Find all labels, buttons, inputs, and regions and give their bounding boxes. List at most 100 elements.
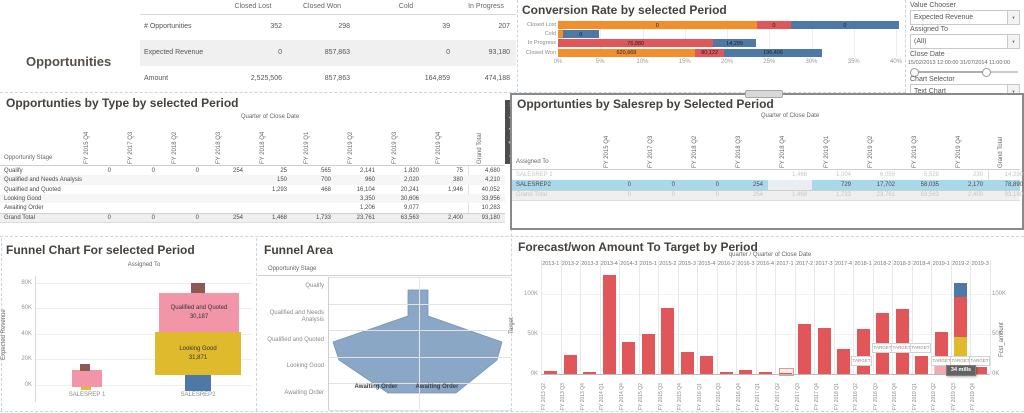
bar-segment[interactable] bbox=[641, 334, 655, 374]
table-cell[interactable]: 2,170 bbox=[967, 182, 983, 188]
table-cell[interactable]: 857,863 bbox=[324, 49, 350, 56]
table-cell[interactable]: 0 bbox=[151, 168, 155, 174]
assigned-to-select[interactable]: (All) ▼ bbox=[910, 34, 1020, 49]
bar-segment[interactable] bbox=[661, 308, 675, 374]
bar-segment[interactable] bbox=[563, 354, 577, 374]
bar-segment[interactable] bbox=[837, 349, 851, 374]
bar-segment[interactable] bbox=[558, 48, 695, 57]
table-cell[interactable]: 1,206 bbox=[359, 205, 375, 212]
bar-segment[interactable] bbox=[558, 39, 714, 48]
table-cell[interactable]: 857,863 bbox=[324, 75, 350, 82]
bar-segment[interactable] bbox=[558, 30, 564, 39]
slider-handle-left[interactable] bbox=[910, 68, 919, 77]
table-cell[interactable]: 298 bbox=[338, 23, 350, 30]
funnel-segment[interactable] bbox=[191, 283, 205, 293]
bar-segment[interactable] bbox=[583, 372, 597, 374]
funnel-segment[interactable] bbox=[72, 370, 102, 387]
bar-segment[interactable] bbox=[778, 367, 794, 376]
bar-segment[interactable] bbox=[713, 39, 756, 48]
table-row[interactable] bbox=[0, 175, 505, 185]
table-cell[interactable]: 254 bbox=[752, 182, 763, 188]
table-cell[interactable]: 254 bbox=[232, 168, 243, 174]
bar-segment[interactable] bbox=[694, 48, 725, 57]
bar-segment[interactable] bbox=[758, 371, 772, 374]
table-cell[interactable]: 1,733 bbox=[315, 214, 331, 221]
value-chooser-select[interactable]: Expected Revenue ▼ bbox=[910, 10, 1020, 25]
table-cell[interactable]: 352 bbox=[270, 23, 282, 30]
funnel-segment[interactable] bbox=[155, 332, 241, 375]
table-cell[interactable]: 1,733 bbox=[835, 192, 851, 198]
table-cell[interactable]: 4,210 bbox=[484, 177, 500, 184]
table-cell[interactable]: 10,283 bbox=[481, 205, 500, 212]
table-cell[interactable]: 63,563 bbox=[920, 192, 939, 198]
bar-segment[interactable] bbox=[700, 356, 714, 374]
funnel-segment[interactable] bbox=[185, 375, 211, 391]
bar-segment[interactable] bbox=[798, 324, 812, 374]
bar-segment[interactable] bbox=[954, 297, 968, 338]
table-row[interactable] bbox=[512, 190, 1020, 201]
funnel-segment[interactable] bbox=[81, 387, 91, 390]
table-cell[interactable]: 40,052 bbox=[481, 186, 500, 193]
bar-segment[interactable] bbox=[933, 365, 949, 374]
table-cell[interactable]: 468 bbox=[320, 186, 331, 193]
table-cell[interactable]: 23,761 bbox=[356, 214, 375, 221]
table-cell[interactable]: 93,180 bbox=[481, 214, 500, 221]
table-cell[interactable]: 0 bbox=[627, 192, 631, 198]
table-cell[interactable]: 93,180 bbox=[488, 49, 510, 56]
table-cell[interactable]: 33,956 bbox=[481, 195, 500, 202]
table-row[interactable] bbox=[0, 203, 505, 212]
table-cell[interactable]: 23,761 bbox=[876, 192, 895, 198]
table-cell[interactable]: 1,468 bbox=[791, 192, 807, 198]
funnel-segment[interactable] bbox=[159, 293, 239, 332]
table-cell[interactable]: 0 bbox=[715, 182, 719, 188]
table-cell[interactable]: 63,563 bbox=[400, 214, 419, 221]
funnel-segment[interactable] bbox=[80, 364, 90, 371]
table-cell[interactable]: 1,468 bbox=[791, 172, 807, 178]
table-cell[interactable]: 230 bbox=[972, 172, 983, 178]
bar-segment[interactable] bbox=[856, 329, 870, 374]
table-cell[interactable]: 254 bbox=[232, 214, 243, 221]
table-cell[interactable]: 1,293 bbox=[271, 186, 287, 193]
table-cell[interactable]: 30,606 bbox=[400, 195, 419, 202]
table-cell[interactable]: 78,890 bbox=[1004, 182, 1023, 188]
table-cell[interactable]: 4,680 bbox=[484, 168, 500, 174]
table-cell[interactable]: 1,004 bbox=[835, 172, 851, 178]
table-cell[interactable]: 380 bbox=[452, 177, 463, 184]
table-cell[interactable]: 0 bbox=[627, 182, 631, 188]
bar-segment[interactable] bbox=[724, 48, 822, 57]
table-row[interactable] bbox=[0, 212, 505, 223]
bar-segment[interactable] bbox=[563, 30, 599, 39]
table-cell[interactable]: 2,525,506 bbox=[250, 75, 282, 82]
table-cell[interactable]: 0 bbox=[671, 182, 675, 188]
table-cell[interactable]: 254 bbox=[752, 192, 763, 198]
table-cell[interactable]: 960 bbox=[364, 177, 375, 184]
table-cell[interactable]: 5,528 bbox=[923, 172, 939, 178]
table-cell[interactable]: 207 bbox=[498, 23, 510, 30]
table-cell[interactable]: 474,188 bbox=[484, 75, 510, 82]
chevron-down-icon[interactable]: ▼ bbox=[1007, 35, 1019, 48]
table-cell[interactable]: 0 bbox=[107, 214, 111, 221]
table-cell[interactable]: 2,400 bbox=[447, 214, 463, 221]
drag-handle[interactable] bbox=[745, 90, 783, 98]
table-cell[interactable]: 565 bbox=[320, 168, 331, 174]
bar-segment[interactable] bbox=[622, 342, 636, 374]
table-cell[interactable]: 3,350 bbox=[359, 195, 375, 202]
bar-segment[interactable] bbox=[895, 309, 909, 374]
table-cell[interactable]: 9,077 bbox=[403, 205, 419, 212]
chevron-down-icon[interactable]: ▼ bbox=[1007, 11, 1019, 24]
bar-segment[interactable] bbox=[915, 356, 929, 374]
table-cell[interactable]: 39 bbox=[442, 23, 450, 30]
table-cell[interactable]: 20,241 bbox=[400, 186, 419, 193]
bar-segment[interactable] bbox=[973, 366, 987, 374]
funnel-area-shape[interactable] bbox=[328, 277, 511, 410]
table-cell[interactable]: 1,468 bbox=[271, 214, 287, 221]
table-cell[interactable]: 0 bbox=[278, 49, 282, 56]
bar-segment[interactable] bbox=[719, 372, 733, 374]
bar-segment[interactable] bbox=[602, 274, 616, 374]
table-row[interactable] bbox=[0, 193, 505, 204]
table-cell[interactable]: 0 bbox=[715, 192, 719, 198]
table-cell[interactable]: 700 bbox=[320, 177, 331, 184]
bar-segment[interactable] bbox=[954, 282, 968, 298]
table-cell[interactable]: 75 bbox=[456, 168, 463, 174]
table-cell[interactable]: 2,020 bbox=[403, 177, 419, 184]
